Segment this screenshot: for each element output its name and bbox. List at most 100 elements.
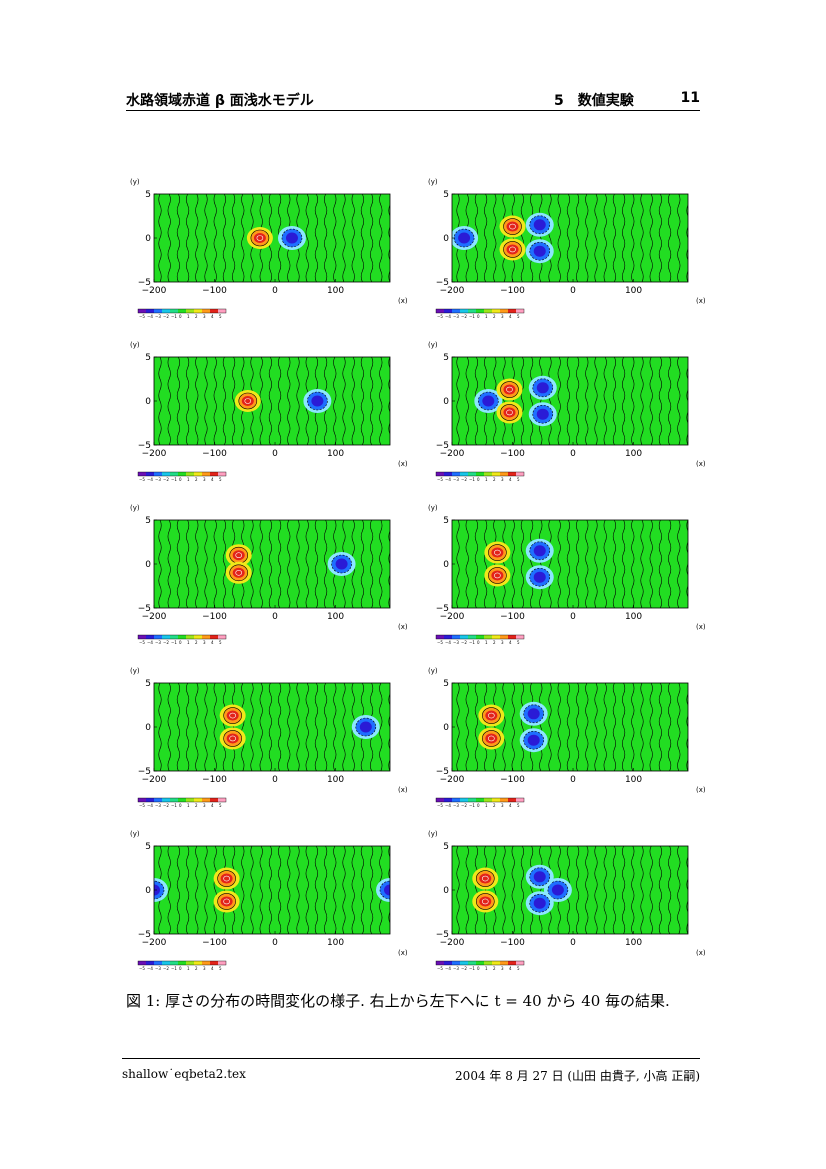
positive-anomaly-contour [488, 544, 507, 561]
y-tick-label: 5 [145, 190, 151, 200]
positive-anomaly-contour [509, 223, 516, 230]
colorbar-tick-label: 4 [211, 640, 214, 645]
contour-line [379, 194, 383, 282]
colorbar-swatch [218, 635, 226, 639]
colorbar-swatch [484, 961, 492, 965]
colorbar-tick-label: 3 [203, 966, 206, 971]
colorbar-tick-label: 1 [187, 640, 190, 645]
contour-line [649, 194, 653, 282]
contour-panel: (y) 5 0 −5 −200 −100 0 100 (x) −5 −4 −3 −2 −1 0 1 2 3 4 5 [126, 665, 426, 815]
colorbar-tick-label: 3 [203, 803, 206, 808]
colorbar-swatch [508, 961, 516, 965]
x-tick-label: 100 [327, 612, 344, 622]
contour-line [158, 520, 162, 608]
colorbar-swatch [154, 961, 162, 965]
x-tick-label: 100 [625, 449, 642, 459]
contour-line [502, 194, 506, 282]
colorbar-swatch [468, 961, 476, 965]
colorbar-tick-label: −1 [469, 803, 475, 808]
colorbar-tick-label: −5 [139, 803, 145, 808]
contour-line [474, 520, 478, 608]
contour-line [658, 683, 662, 771]
contour-line [250, 846, 254, 934]
colorbar-swatch [460, 635, 468, 639]
contour-line [548, 194, 552, 282]
colorbar-swatch [444, 961, 452, 965]
contour-line [314, 520, 318, 608]
contour-line [594, 683, 598, 771]
colorbar-tick-label: 5 [219, 966, 222, 971]
positive-anomaly-core [253, 233, 266, 243]
negative-anomaly-core [359, 721, 372, 733]
colorbar-swatch [516, 472, 524, 476]
contour-line [342, 194, 346, 282]
colorbar-swatch [170, 961, 178, 965]
contour-line [351, 846, 355, 934]
y-axis-label: (y) [130, 504, 140, 512]
contour-line [158, 683, 162, 771]
colorbar-swatch [500, 472, 508, 476]
colorbar-tick-label: 5 [517, 803, 520, 808]
contour-line [658, 194, 662, 282]
colorbar-swatch [492, 961, 500, 965]
colorbar-tick-label: 4 [211, 803, 214, 808]
negative-anomaly-contour [331, 554, 352, 574]
colorbar-tick-label: −1 [469, 477, 475, 482]
contour-line [668, 194, 672, 282]
contour-line [566, 520, 570, 608]
colorbar-tick-label: −2 [163, 803, 169, 808]
y-tick-label: −5 [436, 604, 449, 614]
contour-line [213, 520, 217, 608]
contour-line [612, 520, 616, 608]
negative-anomaly-contour [281, 228, 303, 248]
x-tick-label: 0 [272, 449, 278, 459]
contour-line [484, 520, 488, 608]
negative-anomaly-contour [379, 880, 390, 900]
colorbar-tick-label: 1 [187, 477, 190, 482]
colorbar-tick-label: −4 [445, 477, 451, 482]
positive-anomaly-contour [244, 398, 252, 404]
colorbar-tick-label: −2 [163, 640, 169, 645]
colorbar-tick-label: −4 [445, 966, 451, 971]
contour-line [677, 194, 681, 282]
colorbar-frame [137, 471, 227, 477]
y-tick-label: 0 [443, 560, 449, 570]
negative-anomaly-contour [532, 404, 554, 424]
positive-anomaly-contour [488, 735, 495, 742]
contour-line [370, 520, 374, 608]
contour-line [603, 520, 607, 608]
contour-line [484, 846, 488, 934]
colorbar-frame [137, 634, 227, 640]
header-title: 水路領域赤道 β 面浅水モデル [126, 93, 314, 109]
colorbar-frame [137, 960, 227, 966]
colorbar-frame [435, 797, 525, 803]
colorbar-swatch [484, 798, 492, 802]
contour-line [576, 846, 580, 934]
contour-line [158, 194, 162, 282]
colorbar-tick-label: −2 [163, 477, 169, 482]
positive-anomaly-contour [238, 392, 258, 410]
colorbar-swatch [178, 798, 186, 802]
y-tick-label: 5 [145, 353, 151, 363]
contour-line [557, 357, 561, 445]
contour-line [222, 357, 226, 445]
colorbar-tick-label: 5 [517, 314, 520, 319]
colorbar-swatch [492, 472, 500, 476]
negative-anomaly-core [335, 558, 348, 570]
contour-line [668, 520, 672, 608]
contour-line [296, 683, 300, 771]
colorbar-tick-label: 1 [187, 314, 190, 319]
contour-line [204, 520, 208, 608]
positive-anomaly-contour [482, 707, 501, 724]
contour-line [250, 520, 254, 608]
contour-line [268, 846, 272, 934]
y-axis-label: (y) [130, 667, 140, 675]
contour-line [287, 520, 291, 608]
colorbar-swatch [468, 798, 476, 802]
colorbar-swatch [484, 309, 492, 313]
positive-anomaly-contour [256, 235, 264, 241]
negative-anomaly-contour [478, 391, 499, 411]
positive-anomaly-contour [482, 730, 501, 747]
colorbar-tick-label: 5 [219, 803, 222, 808]
contour-line [576, 520, 580, 608]
